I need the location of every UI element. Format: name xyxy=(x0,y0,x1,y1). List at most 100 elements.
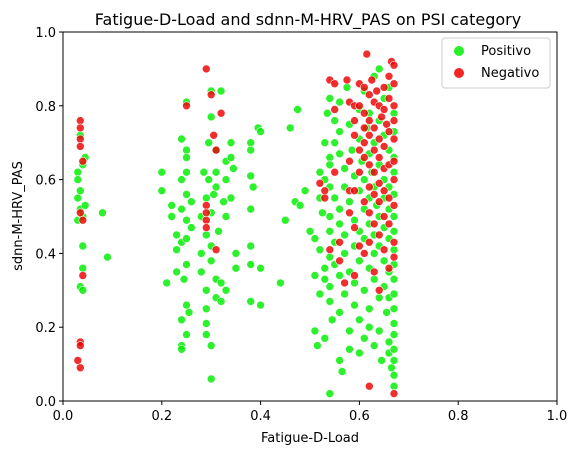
point-positivo xyxy=(206,112,216,122)
chart-title: Fatigue-D-Load and sdnn-M-HRV_PAS on PSI… xyxy=(95,10,521,30)
point-negativo xyxy=(330,105,340,114)
point-negativo xyxy=(379,142,389,151)
point-positivo xyxy=(387,363,396,373)
point-negativo xyxy=(355,241,364,251)
point-positivo xyxy=(364,304,374,314)
point-positivo xyxy=(295,201,305,210)
point-positivo xyxy=(202,230,211,240)
point-negativo xyxy=(355,167,364,177)
point-positivo xyxy=(177,204,186,214)
point-positivo xyxy=(382,308,391,317)
point-negativo xyxy=(364,381,374,391)
point-negativo xyxy=(364,182,374,192)
point-negativo xyxy=(379,245,389,254)
point-positivo xyxy=(182,215,191,225)
point-negativo xyxy=(389,252,399,262)
point-positivo xyxy=(276,278,285,288)
point-positivo xyxy=(345,197,354,206)
point-positivo xyxy=(374,326,384,336)
point-negativo xyxy=(369,145,379,155)
point-negativo xyxy=(76,142,85,151)
point-positivo xyxy=(305,227,315,236)
point-negativo xyxy=(384,193,394,203)
point-negativo xyxy=(355,101,364,111)
point-positivo xyxy=(206,341,216,350)
point-negativo xyxy=(389,389,399,398)
point-negativo xyxy=(355,145,364,155)
point-positivo xyxy=(389,330,399,339)
point-positivo xyxy=(315,245,325,254)
point-negativo xyxy=(374,230,384,240)
point-positivo xyxy=(226,193,236,203)
point-positivo xyxy=(246,297,255,306)
point-positivo xyxy=(202,319,211,328)
x-tick-label: 0.6 xyxy=(349,409,370,424)
point-positivo xyxy=(320,263,330,273)
point-positivo xyxy=(310,234,320,243)
point-negativo xyxy=(330,79,340,88)
point-positivo xyxy=(211,182,221,192)
point-positivo xyxy=(315,167,325,177)
point-positivo xyxy=(355,315,364,325)
point-positivo xyxy=(157,167,167,177)
legend-marker-negativo xyxy=(454,68,464,78)
point-positivo xyxy=(231,263,241,273)
point-positivo xyxy=(389,274,399,284)
point-positivo xyxy=(211,167,221,177)
point-positivo xyxy=(184,308,194,317)
y-tick-label: 0.2 xyxy=(35,321,56,336)
point-negativo xyxy=(384,72,394,81)
point-negativo xyxy=(359,153,369,162)
point-positivo xyxy=(206,374,216,384)
point-negativo xyxy=(211,145,221,155)
point-positivo xyxy=(162,278,171,288)
y-tick-label: 0.8 xyxy=(35,100,56,115)
point-negativo xyxy=(202,208,211,218)
legend-box xyxy=(441,37,551,89)
point-positivo xyxy=(202,285,211,295)
point-positivo xyxy=(167,201,176,210)
point-negativo xyxy=(76,134,85,144)
point-positivo xyxy=(350,215,359,225)
point-negativo xyxy=(384,219,394,229)
point-positivo xyxy=(335,271,344,280)
point-positivo xyxy=(187,197,196,206)
point-positivo xyxy=(73,175,83,184)
point-negativo xyxy=(350,271,359,280)
point-positivo xyxy=(389,289,399,299)
point-negativo xyxy=(374,285,384,295)
y-axis-ticks: 0.0 0.2 0.4 0.6 0.8 1.0 xyxy=(35,26,63,410)
point-positivo xyxy=(350,300,359,310)
point-positivo xyxy=(248,182,258,192)
point-positivo xyxy=(320,333,330,343)
point-positivo xyxy=(293,105,302,114)
point-positivo xyxy=(310,326,320,336)
point-negativo xyxy=(78,215,88,225)
point-positivo xyxy=(177,344,186,354)
point-positivo xyxy=(310,271,320,280)
point-positivo xyxy=(335,149,344,159)
point-positivo xyxy=(78,285,88,295)
plot-frame xyxy=(62,31,558,402)
point-positivo xyxy=(384,337,394,347)
point-positivo xyxy=(330,116,340,125)
point-positivo xyxy=(246,204,255,214)
point-positivo xyxy=(345,344,354,354)
point-negativo xyxy=(359,249,369,258)
point-positivo xyxy=(182,190,191,199)
point-positivo xyxy=(214,227,223,236)
point-positivo xyxy=(199,167,209,177)
point-negativo xyxy=(374,179,384,188)
point-negativo xyxy=(389,238,399,247)
point-positivo xyxy=(389,344,399,354)
point-negativo xyxy=(384,94,394,103)
point-positivo xyxy=(389,212,399,221)
point-positivo xyxy=(389,304,399,314)
point-positivo xyxy=(325,94,335,103)
point-positivo xyxy=(80,201,90,210)
point-positivo xyxy=(325,282,335,291)
point-positivo xyxy=(342,83,352,92)
point-negativo xyxy=(330,167,340,177)
point-negativo xyxy=(320,186,330,195)
point-positivo xyxy=(389,167,399,177)
